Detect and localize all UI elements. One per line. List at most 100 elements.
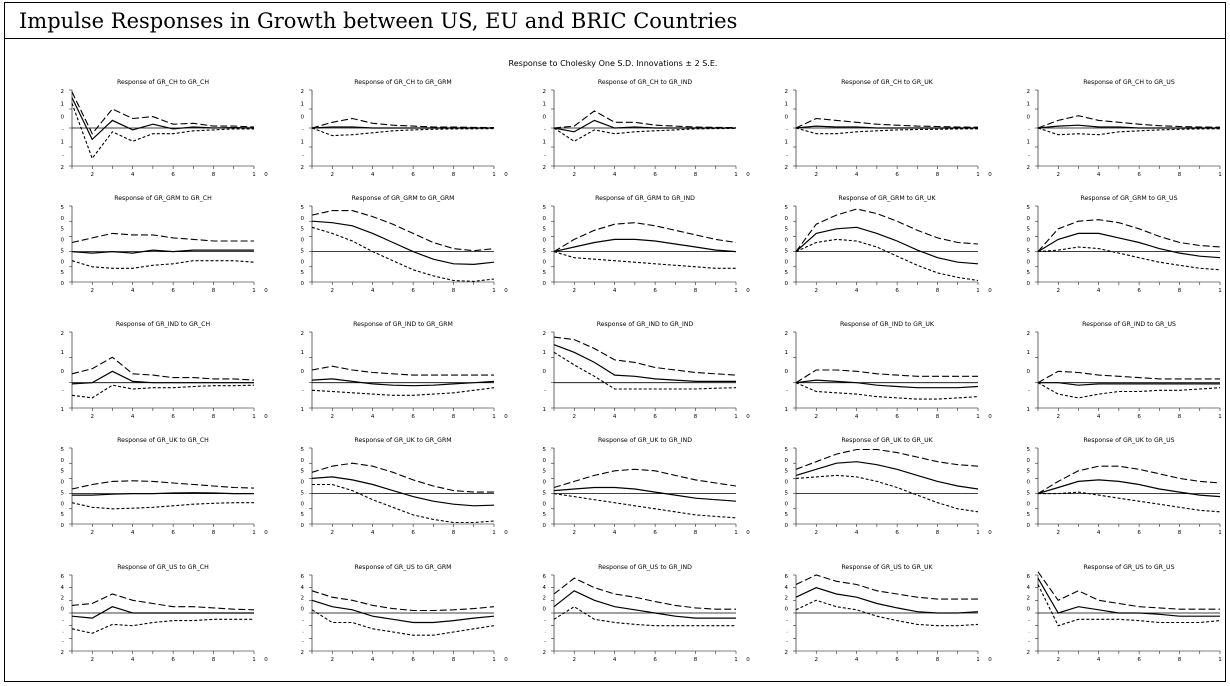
x-tick-label: 8 (452, 172, 456, 178)
y-tick-label: 0 (1027, 607, 1031, 613)
x-tick-label: 4 (855, 288, 859, 294)
y-tick-label: 4 (1027, 585, 1031, 591)
y-tick-label: - (544, 127, 546, 133)
y-tick-label: - (1028, 152, 1030, 158)
y-tick-label: 1 (301, 102, 305, 108)
response-line (71, 606, 254, 619)
y-tick-label: 2 (301, 165, 305, 171)
x-tick-label: 8 (936, 288, 940, 294)
y-tick-label: - (786, 152, 788, 158)
x-tick-label: 4 (131, 172, 135, 178)
x-tick-label: 4 (855, 172, 859, 178)
y-tick-label: 0 (1027, 523, 1031, 529)
x-tick-label: 0 (746, 288, 750, 294)
response-line (311, 378, 495, 387)
y-tick-label: 6 (543, 574, 547, 580)
upper-band-line (553, 336, 737, 376)
y-tick-label: 2 (785, 165, 789, 171)
irf-panel: Response of GR_GRM to GR_US 5 0 5 0 5 0 5 0 2 4 6 8 1… (1027, 195, 1222, 294)
upper-band-line (795, 369, 978, 384)
y-tick-label: 0 (301, 369, 305, 375)
y-tick-label: 5 (301, 248, 305, 254)
y-tick-label: - (302, 617, 304, 623)
x-tick-label: 2 (90, 414, 94, 420)
x-tick-label: 0 (746, 657, 750, 663)
panel-title: Response of GR_GRM to GR_US (1080, 195, 1177, 202)
y-tick-label: 0 (61, 480, 65, 486)
x-tick-label: 8 (212, 288, 216, 294)
x-tick-label: 2 (90, 172, 94, 178)
x-tick-label: 2 (572, 530, 576, 536)
y-tick-label: - (302, 639, 304, 645)
y-tick-label: 2 (543, 331, 547, 337)
x-tick-label: 4 (131, 530, 135, 536)
x-tick-label: 1 (976, 414, 980, 420)
y-tick-label: 2 (785, 650, 789, 656)
y-tick-label: 0 (301, 281, 305, 287)
y-tick-label: 2 (61, 331, 65, 337)
y-tick-label: 5 (301, 270, 305, 276)
upper-band-line (795, 117, 979, 129)
y-tick-label: . (1028, 628, 1030, 634)
y-tick-label: 1 (785, 102, 789, 108)
x-tick-label: 4 (131, 414, 135, 420)
lower-band-line (553, 351, 737, 390)
x-tick-label: 8 (212, 530, 216, 536)
x-tick-label: 1 (252, 172, 256, 178)
x-tick-label: 6 (1137, 530, 1141, 536)
y-tick-label: 5 (1027, 248, 1031, 254)
x-tick-label: 8 (936, 414, 940, 420)
y-tick-label: 5 (61, 270, 65, 276)
y-tick-label: 4 (61, 585, 65, 591)
x-tick-label: 2 (572, 288, 576, 294)
x-tick-label: 6 (1137, 288, 1141, 294)
x-tick-label: 1 (734, 530, 738, 536)
panel-title: Response of GR_US to GR_US (1083, 564, 1174, 571)
response-line (311, 599, 495, 624)
y-tick-label: 5 (543, 205, 547, 211)
x-tick-label: 6 (1137, 172, 1141, 178)
lower-band-line (1037, 246, 1221, 271)
x-tick-label: 6 (171, 172, 175, 178)
y-tick-label: 5 (1027, 512, 1031, 518)
y-tick-label: 2 (785, 596, 789, 602)
x-tick-label: 4 (613, 288, 617, 294)
y-tick-label: 0 (785, 458, 789, 464)
y-tick-label: - (302, 152, 304, 158)
x-tick-label: 0 (504, 414, 508, 420)
x-tick-label: 8 (452, 288, 456, 294)
x-tick-label: 0 (988, 414, 992, 420)
y-tick-label: 1 (1027, 140, 1031, 146)
irf-panel: Response of GR_GRM to GR_IND 5 0 5 0 5 0 5 0 2 4 6 8… (543, 195, 751, 294)
y-tick-label: 0 (543, 607, 547, 613)
y-tick-label: 5 (1027, 205, 1031, 211)
x-tick-label: 6 (411, 530, 415, 536)
x-tick-label: 2 (330, 172, 334, 178)
upper-band-line (553, 222, 737, 253)
y-tick-label: 5 (301, 490, 305, 496)
x-tick-label: 8 (1178, 172, 1182, 178)
x-tick-label: 8 (452, 414, 456, 420)
x-tick-label: 8 (936, 530, 940, 536)
y-tick-label: 1 (1027, 350, 1031, 356)
y-tick-label: - (62, 152, 64, 158)
upper-band-line (795, 208, 979, 252)
x-tick-label: 4 (613, 414, 617, 420)
y-tick-label: 1 (61, 350, 65, 356)
x-tick-label: 0 (264, 414, 268, 420)
response-line (795, 587, 979, 614)
y-tick-label: - (786, 388, 788, 394)
x-tick-label: 0 (264, 530, 268, 536)
upper-band-line (71, 232, 254, 244)
x-tick-label: 1 (976, 530, 980, 536)
x-tick-label: 1 (492, 288, 496, 294)
y-tick-label: 0 (61, 501, 65, 507)
upper-band-line (553, 577, 736, 610)
x-tick-label: 4 (1097, 657, 1101, 663)
response-line (311, 126, 494, 129)
